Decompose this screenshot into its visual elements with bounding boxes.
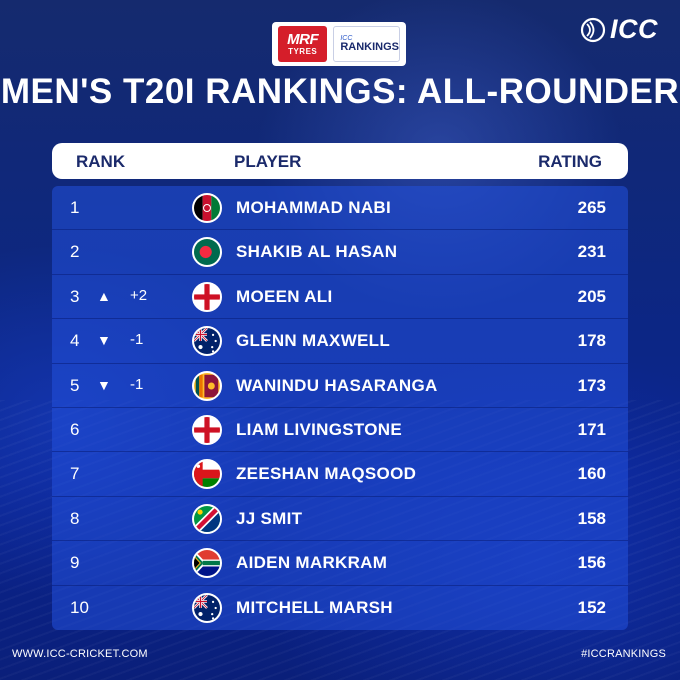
player-name: MOHAMMAD NABI [236,198,391,217]
player-name: MOEEN ALI [236,286,333,306]
rank-number: 8 [70,508,80,528]
header-player: PLAYER [234,152,302,171]
rank-number: 1 [70,198,80,217]
table-row: 3 ▲ +2 MOEEN ALI 205 [52,275,628,320]
rankings-table: 1 MOHAMMAD NABI 265 2 SHAKIB AL HASAN 231 3 ▲ +2… [52,186,628,630]
icc-logo: ICC [580,14,658,45]
table-row: 7 ZEESHAN MAQSOOD 160 [52,452,628,497]
player-rating: 152 [577,597,606,617]
player-name: AIDEN MARKRAM [236,553,388,573]
icc-logo-text: ICC [610,14,658,44]
mrf-text: MRF [287,31,319,48]
england-flag-icon [192,415,222,445]
rank-change: +2 [130,286,148,304]
page-title: MEN'S T20I RANKINGS: ALL-ROUNDER [0,72,680,111]
sponsor-logo: MRF TYRES ICC RANKINGS [272,22,406,66]
table-row: 8 JJ SMIT 158 [52,497,628,542]
rankings-text: RANKINGS [340,40,399,53]
table-row: 5 ▼ -1 WANINDU HASARANGA 173 [52,364,628,408]
player-rating: 160 [577,464,606,484]
australia-flag-icon [192,326,222,357]
player-rating: 158 [577,508,606,528]
player-rating: 231 [577,242,606,262]
down-arrow-icon: ▼ [97,332,111,349]
player-name: JJ SMIT [236,508,303,528]
table-row: 2 SHAKIB AL HASAN 231 [52,230,628,275]
player-rating: 205 [577,286,606,306]
hashtag: #ICCRANKINGS [581,648,666,660]
rank-number: 2 [70,242,80,262]
player-rating: 265 [577,198,606,217]
rank-number: 5 [70,375,80,395]
rank-number: 9 [70,553,80,573]
sri-lanka-flag-icon [192,370,222,401]
table-row: 4 ▼ -1 GLENN MAXWELL 178 [52,319,628,364]
player-name: WANINDU HASARANGA [236,375,438,395]
afghanistan-flag-icon [192,193,222,223]
table-row: 6 LIAM LIVINGSTONE 171 [52,408,628,453]
website-link[interactable]: WWW.ICC-CRICKET.COM [12,648,148,660]
player-rating: 173 [577,375,606,395]
tyres-text: TYRES [288,47,318,56]
mrf-logo: MRF TYRES [278,26,328,62]
rank-number: 6 [70,420,80,439]
player-name: SHAKIB AL HASAN [236,242,398,262]
player-name: ZEESHAN MAQSOOD [236,464,417,484]
down-arrow-icon: ▼ [97,376,111,393]
bangladesh-flag-icon [192,237,222,268]
up-arrow-icon: ▲ [97,287,111,304]
australia-flag-icon [192,592,222,623]
rank-number: 3 [70,286,80,306]
player-rating: 171 [577,420,606,439]
player-name: LIAM LIVINGSTONE [236,420,402,439]
table-row: 10 MITCHELL MARSH 152 [52,586,628,630]
header-rating: RATING [538,152,602,171]
namibia-flag-icon [192,503,222,534]
rank-change: -1 [130,331,144,349]
icc-ball-icon [580,17,606,42]
rank-number: 10 [70,597,89,617]
player-name: MITCHELL MARSH [236,597,393,617]
rank-number: 4 [70,331,80,351]
icc-rankings-badge: ICC RANKINGS [333,26,400,62]
table-header: RANK PLAYER RATING [52,143,628,179]
oman-flag-icon [192,459,222,490]
header-rank: RANK [76,152,126,171]
table-row: 9 AIDEN MARKRAM 156 [52,541,628,586]
player-rating: 178 [577,331,606,351]
south-africa-flag-icon [192,548,222,579]
player-rating: 156 [577,553,606,573]
player-name: GLENN MAXWELL [236,331,391,351]
icc-small-text: ICC [340,34,353,42]
table-row: 1 MOHAMMAD NABI 265 [52,186,628,231]
rank-change: -1 [130,375,144,393]
england-flag-icon [192,281,222,312]
rank-number: 7 [70,464,80,484]
